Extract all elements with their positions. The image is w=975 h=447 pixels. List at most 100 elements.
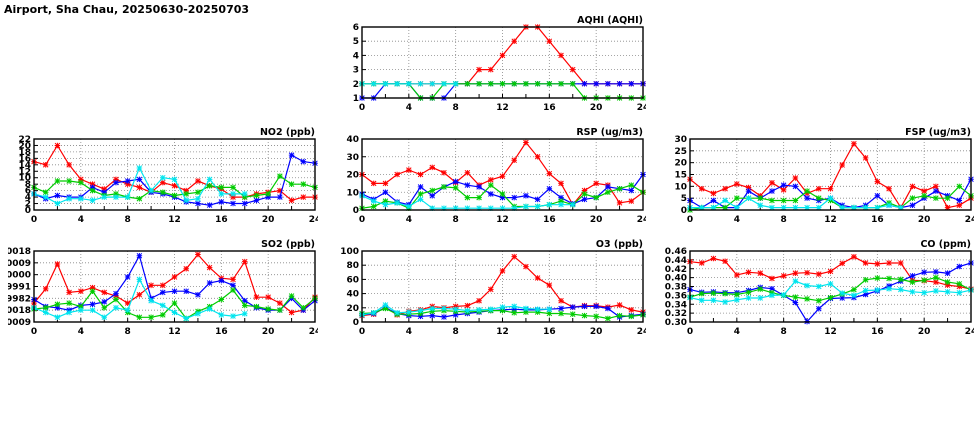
data-point-marker xyxy=(101,299,108,305)
data-point-marker xyxy=(406,309,412,315)
data-point-marker xyxy=(230,184,236,191)
data-point-marker xyxy=(148,314,154,321)
data-point-marker xyxy=(89,181,96,187)
data-point-marker xyxy=(511,303,517,310)
data-point-marker xyxy=(897,276,904,283)
data-point-marker xyxy=(722,185,728,192)
data-point-marker xyxy=(253,303,260,310)
data-point-marker xyxy=(382,180,389,187)
data-point-marker xyxy=(593,303,599,310)
data-point-marker xyxy=(757,286,764,292)
data-point-marker xyxy=(593,313,599,320)
data-point-marker xyxy=(148,282,154,289)
data-point-marker xyxy=(113,176,119,183)
data-point-marker xyxy=(382,189,389,196)
data-point-marker xyxy=(804,282,810,289)
data-point-marker xyxy=(66,162,72,168)
data-point-marker xyxy=(792,299,799,306)
x-tick-label: 8 xyxy=(453,103,459,113)
data-point-marker xyxy=(452,306,459,312)
chart-panel-so2: SO2 (ppb) 2.60000000000000009 2.7000000000… xyxy=(8,237,318,340)
data-point-marker xyxy=(406,81,412,87)
data-point-marker xyxy=(230,200,236,207)
y-tick-label: 0.42 xyxy=(665,265,687,275)
data-point-marker xyxy=(124,274,131,280)
data-point-marker xyxy=(827,185,834,192)
data-point-marker xyxy=(534,81,541,87)
data-point-marker xyxy=(909,202,916,209)
data-point-marker xyxy=(370,203,377,210)
data-point-marker xyxy=(394,310,400,316)
data-point-marker xyxy=(605,189,611,196)
data-point-marker xyxy=(909,279,916,285)
chart-title-co: CO (ppm) xyxy=(920,239,971,250)
y-tick-label: 20 xyxy=(346,304,359,314)
data-point-marker xyxy=(944,282,951,288)
data-point-marker xyxy=(956,263,963,270)
data-point-marker xyxy=(429,205,436,211)
data-point-marker xyxy=(956,183,963,190)
data-point-marker xyxy=(171,192,178,199)
data-point-marker xyxy=(569,304,576,310)
data-point-marker xyxy=(195,178,201,184)
data-point-marker xyxy=(581,191,588,197)
data-point-marker xyxy=(874,275,881,281)
data-point-marker xyxy=(511,310,517,316)
y-tick-label: 80 xyxy=(346,261,359,271)
data-point-marker xyxy=(698,260,705,266)
data-point-marker xyxy=(558,305,564,312)
data-point-marker xyxy=(722,197,728,204)
data-point-marker xyxy=(394,81,400,87)
data-point-marker xyxy=(195,195,201,202)
data-point-marker xyxy=(792,197,799,204)
data-point-marker xyxy=(452,205,459,211)
data-point-marker xyxy=(944,204,951,211)
data-point-marker xyxy=(886,260,892,266)
data-point-marker xyxy=(160,289,166,296)
data-point-marker xyxy=(441,184,447,190)
data-point-marker xyxy=(42,309,49,316)
data-point-marker xyxy=(523,81,529,87)
data-point-marker xyxy=(780,204,787,211)
data-point-marker xyxy=(827,195,834,201)
data-point-marker xyxy=(54,178,61,184)
x-tick-label: 12 xyxy=(824,327,837,337)
y-tick-label: 30 xyxy=(346,153,359,163)
data-point-marker xyxy=(956,289,963,296)
data-point-marker xyxy=(616,312,623,319)
x-tick-label: 4 xyxy=(734,215,740,225)
x-tick-label: 16 xyxy=(871,327,884,337)
data-point-marker xyxy=(54,261,61,267)
x-tick-label: 0 xyxy=(31,327,37,337)
data-point-marker xyxy=(722,258,728,264)
data-point-marker xyxy=(488,81,494,87)
data-point-marker xyxy=(944,289,951,295)
data-point-marker xyxy=(804,296,810,302)
data-point-marker xyxy=(616,302,623,308)
data-point-marker xyxy=(66,309,72,316)
chart-panel-co: CO (ppm) 0.30 0.32 0.34 0.36 0.38 0.40 0.42 0.44… xyxy=(664,237,974,340)
data-point-marker xyxy=(734,291,740,298)
data-point-marker xyxy=(499,173,506,180)
data-point-marker xyxy=(136,165,143,171)
data-point-marker xyxy=(534,196,541,203)
chart-panel-o3: O3 (ppb) 0 20 40 60 80 100 0 4 8 12 16 20 24 xyxy=(336,237,646,340)
data-point-marker xyxy=(476,66,482,73)
data-point-marker xyxy=(488,205,494,211)
data-point-marker xyxy=(511,194,517,201)
data-point-marker xyxy=(441,305,447,312)
plot-frame xyxy=(689,138,972,211)
y-tick-label: 0.38 xyxy=(665,283,687,293)
plot-frame xyxy=(361,26,644,99)
y-tick-label: 8 xyxy=(25,180,31,190)
data-point-marker xyxy=(909,289,916,295)
data-point-marker xyxy=(288,309,295,316)
data-point-marker xyxy=(113,290,119,297)
y-tick-label: 3.10000000000000009 xyxy=(8,259,31,269)
data-point-marker xyxy=(464,307,471,314)
data-point-marker xyxy=(546,201,553,208)
data-point-marker xyxy=(488,177,494,183)
x-tick-label: 0 xyxy=(687,215,693,225)
data-point-marker xyxy=(406,203,412,210)
data-point-marker xyxy=(569,201,576,208)
